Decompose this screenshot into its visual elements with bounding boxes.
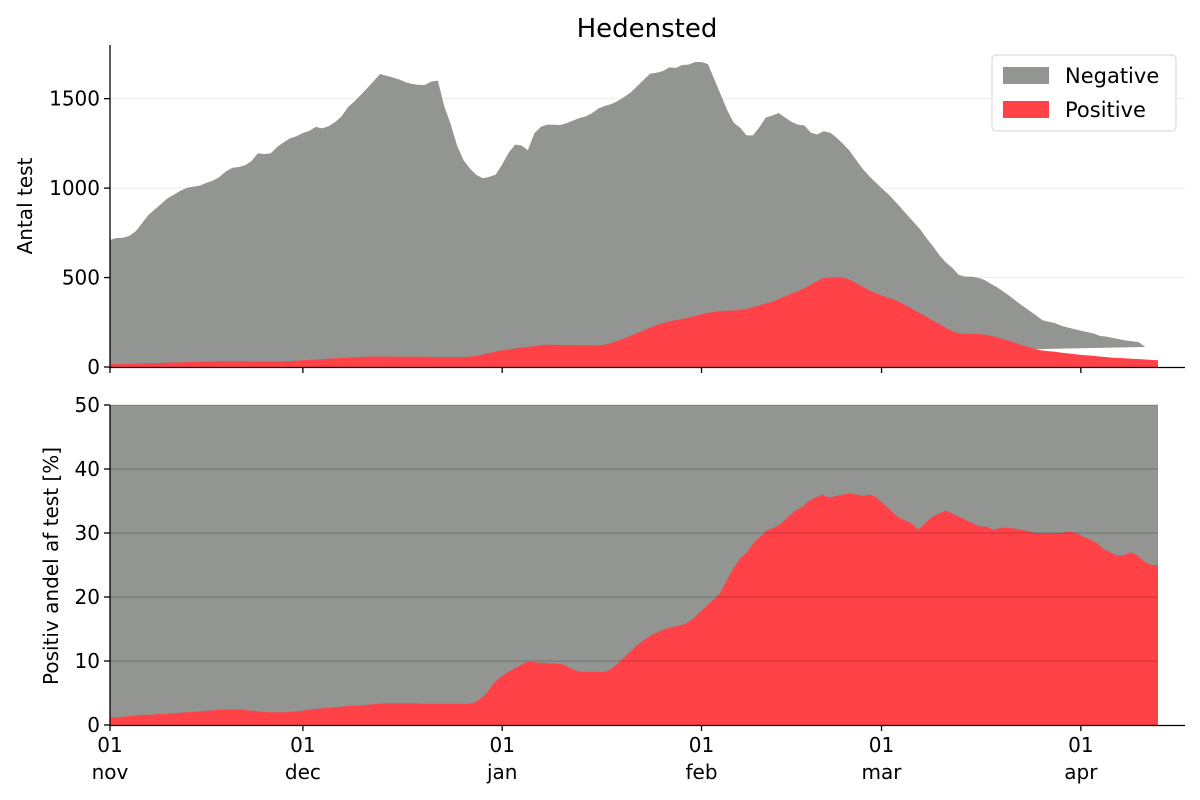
top-panel: 0 500 1000 1500 Antal test Negative Positiv… <box>13 45 1185 379</box>
x-tick-day-label: 01 <box>689 733 714 757</box>
legend: Negative Positive <box>991 54 1177 132</box>
bottom-gridlines <box>110 404 1158 662</box>
legend-label-negative: Negative <box>1065 64 1159 88</box>
bottom-y-tick-label: 10 <box>75 649 100 673</box>
bottom-y-tick-label: 20 <box>75 585 100 609</box>
area-negative <box>110 61 1146 367</box>
bottom-y-tick-label: 50 <box>75 393 100 417</box>
x-tick-day-label: 01 <box>489 733 514 757</box>
chart-title: Hedensted <box>577 14 718 44</box>
legend-swatch-negative <box>1003 67 1049 84</box>
x-tick-month-label: apr <box>1064 760 1098 784</box>
x-tick-month-label: mar <box>862 760 903 784</box>
area-positive <box>110 277 1158 367</box>
x-tick-day-label: 01 <box>869 733 894 757</box>
x-tick-month-label: jan <box>486 760 518 784</box>
bottom-y-tick-label: 0 <box>87 713 100 737</box>
top-y-axis-label: Antal test <box>13 157 37 254</box>
x-tick-month-label: nov <box>92 760 129 784</box>
top-y-ticks: 0 500 1000 1500 <box>49 87 110 379</box>
top-x-ticks <box>109 367 1082 373</box>
area-positive-share <box>110 493 1158 725</box>
legend-label-positive: Positive <box>1065 98 1146 122</box>
bottom-y-tick-label: 30 <box>75 521 100 545</box>
bottom-x-ticks: 01 nov 01 dec 01 jan 01 feb 01 mar 01 apr <box>92 725 1098 784</box>
top-y-tick-label: 500 <box>62 266 100 290</box>
bottom-panel: 0 10 20 30 40 50 01 nov 01 dec 01 jan 01 feb 01 mar 01 a… <box>39 393 1185 784</box>
x-tick-day-label: 01 <box>290 733 315 757</box>
x-tick-month-label: dec <box>285 760 321 784</box>
bottom-y-tick-label: 40 <box>75 457 100 481</box>
bottom-y-ticks: 0 10 20 30 40 50 <box>75 393 110 737</box>
x-tick-month-label: feb <box>685 760 717 784</box>
top-y-tick-label: 1000 <box>49 176 100 200</box>
top-y-tick-label: 0 <box>87 355 100 379</box>
legend-swatch-positive <box>1003 101 1049 118</box>
bottom-y-axis-label: Positiv andel af test [%] <box>39 447 63 685</box>
top-y-tick-label: 1500 <box>49 87 100 111</box>
x-tick-day-label: 01 <box>97 733 122 757</box>
x-tick-day-label: 01 <box>1068 733 1093 757</box>
